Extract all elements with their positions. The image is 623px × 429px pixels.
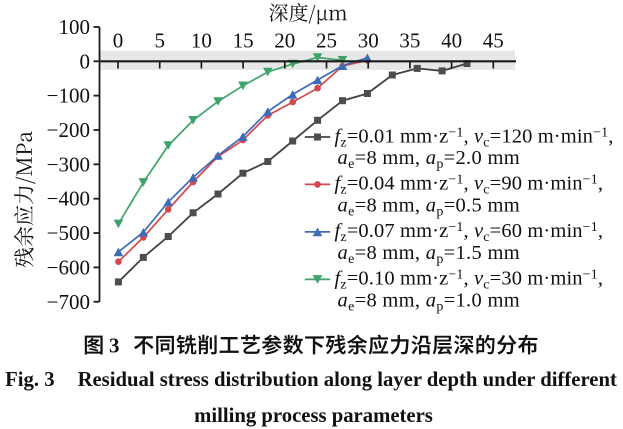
svg-text:fz=0.10 mm·z−1, vc=30 m·min−1,: fz=0.10 mm·z−1, vc=30 m·min−1,	[335, 268, 604, 293]
svg-text:3: 3	[109, 334, 120, 358]
svg-text:fz=0.07 mm·z−1, vc=60 m·min−1,: fz=0.07 mm·z−1, vc=60 m·min−1,	[335, 220, 604, 245]
svg-text:−100: −100	[47, 84, 90, 108]
svg-text:100: 100	[59, 15, 91, 39]
svg-text:ae=8 mm, ap=1.0 mm: ae=8 mm, ap=1.0 mm	[338, 290, 520, 315]
svg-text:45: 45	[483, 29, 504, 53]
svg-text:25: 25	[316, 29, 337, 53]
svg-text:milling process parameters: milling process parameters	[194, 405, 433, 427]
svg-text:−200: −200	[47, 118, 90, 142]
svg-text:10: 10	[191, 29, 212, 53]
svg-text:fz=0.04 mm·z−1, vc=90 m·min−1,: fz=0.04 mm·z−1, vc=90 m·min−1,	[335, 173, 604, 198]
svg-text:40: 40	[441, 29, 462, 53]
svg-text:15: 15	[233, 29, 254, 53]
svg-text:30: 30	[358, 29, 379, 53]
svg-text:ae=8 mm, ap=2.0 mm: ae=8 mm, ap=2.0 mm	[338, 147, 520, 172]
svg-text:−600: −600	[47, 255, 90, 279]
svg-text:ae=8 mm, ap=1.5 mm: ae=8 mm, ap=1.5 mm	[338, 242, 520, 267]
svg-text:−700: −700	[47, 290, 90, 314]
svg-text:−500: −500	[47, 221, 90, 245]
svg-text:−400: −400	[47, 187, 90, 211]
svg-text:20: 20	[274, 29, 295, 53]
svg-text:0: 0	[113, 29, 124, 53]
svg-text:35: 35	[399, 29, 420, 53]
svg-text:0: 0	[80, 49, 91, 73]
svg-text:ae=8 mm, ap=0.5 mm: ae=8 mm, ap=0.5 mm	[338, 195, 520, 220]
svg-text:fz=0.01 mm·z−1, vc=120 m·min−1: fz=0.01 mm·z−1, vc=120 m·min−1,	[335, 125, 614, 150]
svg-text:5: 5	[154, 29, 165, 53]
svg-text:−300: −300	[47, 152, 90, 176]
